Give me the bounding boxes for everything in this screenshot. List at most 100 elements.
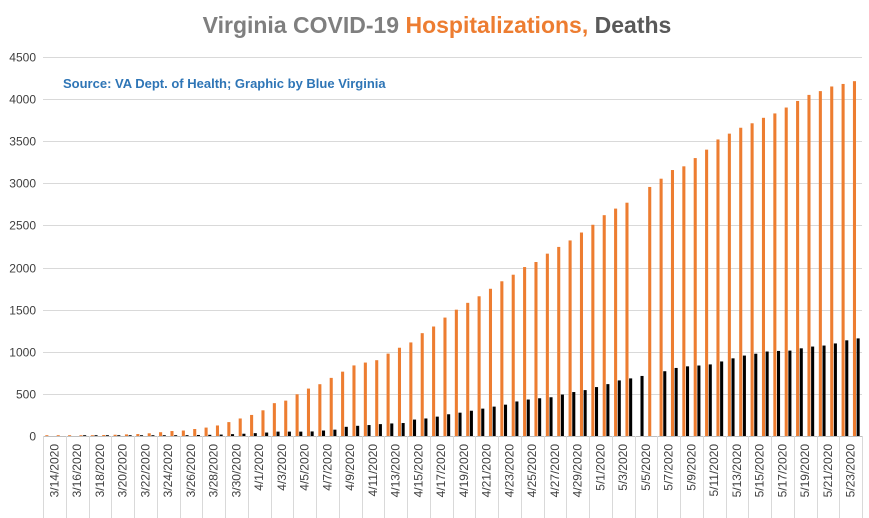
bar-hospitalizations: [818, 91, 822, 437]
bar-deaths: [481, 408, 485, 436]
bar-hospitalizations: [602, 215, 606, 436]
bar-hospitalizations: [193, 429, 197, 436]
bar-hospitalizations: [557, 246, 561, 436]
bar-hospitalizations: [68, 435, 72, 436]
bar-deaths: [788, 350, 792, 436]
bar-deaths: [185, 435, 189, 436]
bar-deaths: [685, 366, 690, 436]
bar-deaths: [230, 434, 235, 436]
bar-deaths: [253, 433, 257, 436]
bar-hospitalizations: [534, 262, 538, 436]
bar-deaths: [799, 348, 803, 436]
bar-hospitalizations: [159, 432, 163, 436]
bar-deaths: [492, 406, 496, 436]
bar-deaths: [776, 350, 781, 436]
x-tick-label: 4/15/2020: [411, 444, 425, 498]
bar-deaths: [822, 345, 826, 436]
bar-deaths: [299, 431, 303, 436]
x-tick-label: 3/18/2020: [93, 444, 107, 498]
x-tick-label: 4/7/2020: [320, 444, 334, 491]
y-tick-label: 4000: [9, 93, 36, 107]
x-tick-label: 5/17/2020: [775, 444, 789, 498]
chart-title-part-2: Deaths: [588, 12, 671, 38]
x-tick-label: 4/5/2020: [298, 444, 312, 491]
bar-hospitalizations: [841, 83, 845, 436]
bar-hospitalizations: [238, 418, 242, 436]
bar-deaths: [139, 435, 144, 436]
x-tick-label: 3/24/2020: [161, 444, 175, 498]
y-tick-label: 3000: [9, 177, 36, 191]
bar-hospitalizations: [181, 430, 185, 436]
bar-deaths: [333, 429, 337, 436]
x-tick-label: 5/15/2020: [753, 444, 767, 498]
bar-deaths: [754, 353, 758, 436]
bar-deaths: [242, 433, 246, 436]
x-tick-label: 4/1/2020: [252, 444, 266, 491]
bar-deaths: [811, 346, 815, 436]
bar-deaths: [765, 351, 769, 436]
bar-hospitalizations: [523, 267, 527, 436]
bar-deaths: [208, 434, 212, 436]
bar-deaths: [617, 380, 621, 436]
bar-hospitalizations: [79, 435, 83, 436]
bar-deaths: [424, 418, 428, 436]
bar-hospitalizations: [727, 133, 731, 436]
bar-deaths: [276, 431, 280, 436]
bar-deaths: [287, 431, 291, 436]
bar-deaths: [526, 399, 530, 436]
bar-hospitalizations: [136, 434, 140, 436]
bar-hospitalizations: [511, 274, 515, 436]
x-axis: 3/14/2020 3/16/2020 3/18/2020 3/20/2020 3/22…: [43, 436, 863, 518]
bar-deaths: [572, 392, 576, 436]
bar-hospitalizations: [682, 166, 686, 436]
bar-deaths: [629, 378, 633, 436]
bar-hospitalizations: [705, 149, 709, 436]
bar-hospitalizations: [466, 302, 470, 436]
bar-hospitalizations: [716, 139, 720, 436]
bar-deaths: [469, 410, 473, 436]
x-tick-label: 3/14/2020: [47, 444, 61, 498]
bar-deaths: [458, 412, 462, 436]
bar-hospitalizations: [693, 158, 697, 436]
y-tick-label: 3500: [9, 135, 36, 149]
bar-hospitalizations: [124, 434, 129, 436]
bar-deaths: [731, 358, 735, 436]
bar-hospitalizations: [341, 371, 345, 436]
bar-deaths: [94, 435, 98, 436]
bar-deaths: [367, 425, 371, 436]
chart-title: Virginia COVID-19 Hospitalizations, Deat…: [203, 12, 672, 38]
x-tick-label: 3/16/2020: [70, 444, 84, 498]
bar-deaths: [174, 435, 178, 436]
x-tick-label: 4/19/2020: [457, 444, 471, 498]
y-tick-label: 2500: [9, 219, 36, 233]
x-tick-label: 5/13/2020: [730, 444, 744, 498]
bar-hospitalizations: [830, 86, 834, 436]
bar-deaths: [606, 384, 610, 436]
x-tick-label: 4/9/2020: [343, 444, 357, 491]
bar-deaths: [583, 390, 587, 436]
bar-deaths: [321, 430, 326, 436]
bar-hospitalizations: [215, 425, 220, 436]
bar-deaths: [720, 361, 724, 436]
bar-hospitalizations: [272, 403, 276, 436]
bar-hospitalizations: [750, 123, 754, 436]
bar-hospitalizations: [568, 240, 572, 436]
bar-deaths: [663, 371, 667, 436]
bar-hospitalizations: [386, 353, 390, 436]
bar-hospitalizations: [147, 433, 151, 436]
bar-deaths: [560, 394, 564, 436]
bar-hospitalizations: [113, 434, 117, 436]
bar-hospitalizations: [739, 127, 743, 436]
bar-hospitalizations: [670, 170, 675, 436]
bar-hospitalizations: [579, 232, 584, 436]
bar-hospitalizations: [295, 394, 299, 436]
x-tick-label: 4/27/2020: [548, 444, 562, 498]
bar-hospitalizations: [477, 296, 481, 436]
bar-deaths: [151, 435, 155, 436]
bar-deaths: [196, 434, 200, 436]
x-tick-label: 4/3/2020: [275, 444, 289, 491]
x-tick-label: 4/21/2020: [480, 444, 494, 498]
x-tick-label: 5/5/2020: [639, 444, 653, 491]
bar-hospitalizations: [90, 435, 94, 436]
bar-deaths: [674, 367, 678, 436]
